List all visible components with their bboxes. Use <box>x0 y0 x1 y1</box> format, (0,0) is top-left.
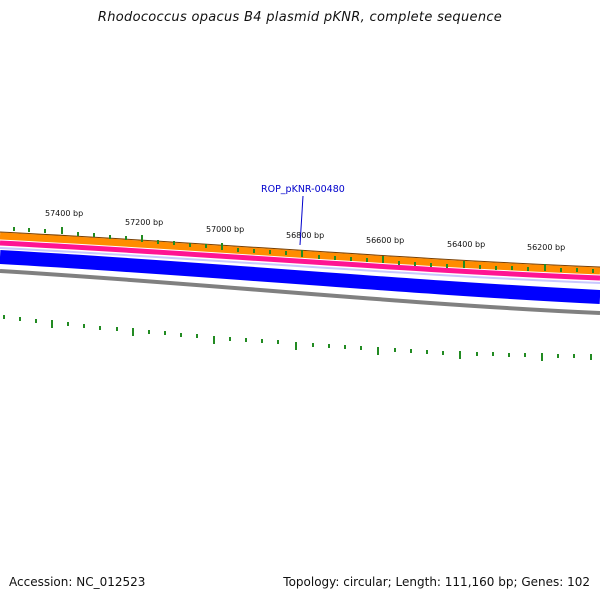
topology-summary: Topology: circular; Length: 111,160 bp; … <box>283 575 590 589</box>
gene-label-rop-pknr-00480[interactable]: ROP_pKNR-00480 <box>261 184 345 195</box>
map-title: Rhodococcus opacus B4 plasmid pKNR, comp… <box>97 10 503 25</box>
pink-ring <box>0 240 600 281</box>
tick-label-56200: 56200 bp <box>527 243 565 252</box>
outer-ring-edge <box>0 231 600 268</box>
gene-label-leader <box>299 195 304 246</box>
tick-label-56800: 56800 bp <box>286 231 324 240</box>
upper-tick-row <box>13 227 594 273</box>
tick-label-57200: 57200 bp <box>125 218 163 227</box>
outer-orange-ring <box>0 232 600 275</box>
blue-gene-band <box>0 250 600 304</box>
accession-text: Accession: NC_012523 <box>9 575 146 589</box>
tick-label-56600: 56600 bp <box>366 236 404 245</box>
lower-tick-row <box>3 315 592 361</box>
tick-label-57000: 57000 bp <box>206 225 244 234</box>
lilac-ring <box>0 247 600 284</box>
gray-ring <box>0 269 600 315</box>
tick-label-56400: 56400 bp <box>447 240 485 249</box>
tick-label-57400: 57400 bp <box>45 209 83 218</box>
